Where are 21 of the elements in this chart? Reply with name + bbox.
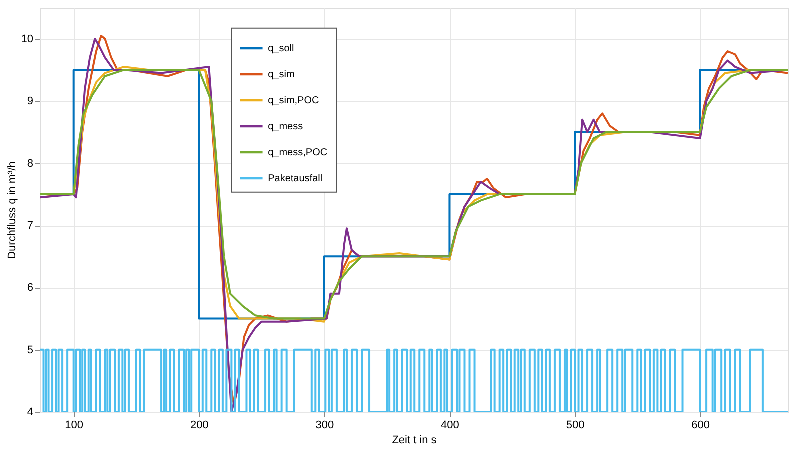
y-tick-label: 10 [21,34,34,46]
y-tick-label: 5 [27,344,34,356]
x-tick-label: 200 [190,420,209,432]
legend-label: q_sim [268,69,295,80]
legend-label: q_mess [268,121,304,132]
y-tick-label: 6 [27,282,34,294]
legend-label: Paketausfall [268,173,323,184]
x-tick-label: 100 [65,420,84,432]
x-axis-title: Zeit t in s [392,434,438,446]
legend-label: q_mess,POC [268,147,328,158]
y-axis-title: Durchfluss q in m³/h [6,162,18,260]
x-tick-label: 500 [566,420,585,432]
x-tick-label: 600 [692,420,710,432]
y-tick-label: 9 [27,96,34,108]
legend-label: q_sim,POC [268,95,320,106]
y-tick-label: 7 [27,220,34,232]
y-tick-label: 4 [27,406,34,418]
x-tick-label: 300 [316,420,334,432]
y-tick-label: 8 [27,158,34,170]
legend-label: q_soll [268,43,294,54]
x-tick-label: 400 [441,420,460,432]
